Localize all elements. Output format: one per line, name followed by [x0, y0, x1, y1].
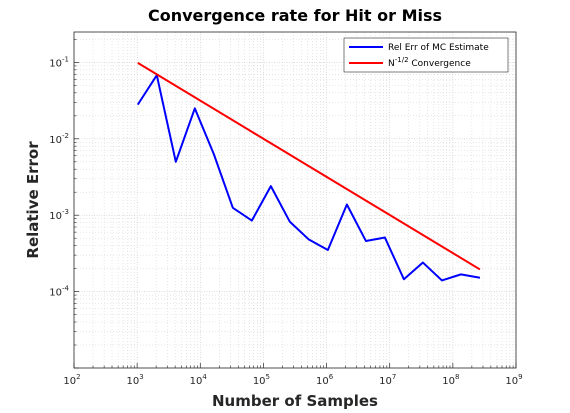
legend-box — [343, 37, 509, 73]
plot-frame — [73, 31, 517, 369]
legend-label-n-convergence: N-1/2 Convergence — [388, 56, 471, 69]
x-tick-base: 10 — [316, 376, 329, 387]
series-n-convergence-line — [137, 62, 481, 271]
x-tick-label: 105 — [253, 373, 270, 387]
legend-label-n-suffix: Convergence — [409, 59, 472, 69]
legend-label-n-exponent: -1/2 — [395, 56, 409, 64]
legend-label-mc-estimate: Rel Err of MC Estimate — [388, 43, 489, 53]
legend: Rel Err of MC Estimate N-1/2 Convergence — [343, 37, 509, 73]
x-tick-exponent: 3 — [139, 373, 143, 381]
y-tick-base: 10 — [49, 288, 62, 299]
x-tick-label: 102 — [63, 373, 80, 387]
x-tick-exponent: 5 — [266, 373, 270, 381]
x-tick-label: 109 — [505, 373, 522, 387]
x-tick-labels: 102 103 104 105 106 107 108 109 — [63, 373, 522, 387]
y-tick-label: 10-1 — [49, 55, 69, 69]
x-tick-base: 10 — [190, 376, 203, 387]
series-layer — [136, 62, 481, 282]
y-tick-exponent: -1 — [62, 55, 69, 63]
ticks-layer — [73, 39, 517, 369]
y-tick-labels: 10-410-310-210-1 — [49, 55, 69, 298]
y-tick-label: 10-3 — [49, 208, 69, 222]
x-tick-label: 106 — [316, 373, 334, 387]
y-axis-label: Relative Error — [24, 141, 42, 259]
plot-area — [74, 32, 516, 368]
x-axis-label: Number of Samples — [212, 392, 378, 410]
x-tick-label: 104 — [190, 373, 208, 387]
x-tick-label: 103 — [127, 373, 144, 387]
x-tick-label: 107 — [379, 373, 396, 387]
x-tick-base: 10 — [127, 376, 140, 387]
x-tick-exponent: 7 — [392, 373, 396, 381]
x-tick-base: 10 — [63, 376, 76, 387]
x-tick-base: 10 — [253, 376, 266, 387]
x-tick-base: 10 — [442, 376, 455, 387]
y-tick-exponent: -3 — [62, 208, 69, 216]
y-tick-base: 10 — [49, 58, 62, 69]
y-tick-label: 10-4 — [49, 285, 69, 299]
y-tick-base: 10 — [49, 211, 62, 222]
x-tick-exponent: 6 — [329, 373, 334, 381]
x-tick-exponent: 4 — [202, 373, 207, 381]
legend-label-n-prefix: N — [388, 59, 395, 69]
minor-grid — [74, 32, 516, 368]
chart-title: Convergence rate for Hit or Miss — [148, 6, 442, 25]
x-tick-base: 10 — [505, 376, 518, 387]
y-tick-label: 10-2 — [49, 132, 69, 146]
x-tick-label: 108 — [442, 373, 459, 387]
y-tick-base: 10 — [49, 135, 62, 146]
x-tick-exponent: 2 — [76, 373, 80, 381]
y-tick-exponent: -2 — [62, 132, 69, 140]
x-tick-exponent: 9 — [518, 373, 522, 381]
x-tick-base: 10 — [379, 376, 392, 387]
x-tick-exponent: 8 — [455, 373, 459, 381]
y-tick-exponent: -4 — [62, 285, 70, 293]
